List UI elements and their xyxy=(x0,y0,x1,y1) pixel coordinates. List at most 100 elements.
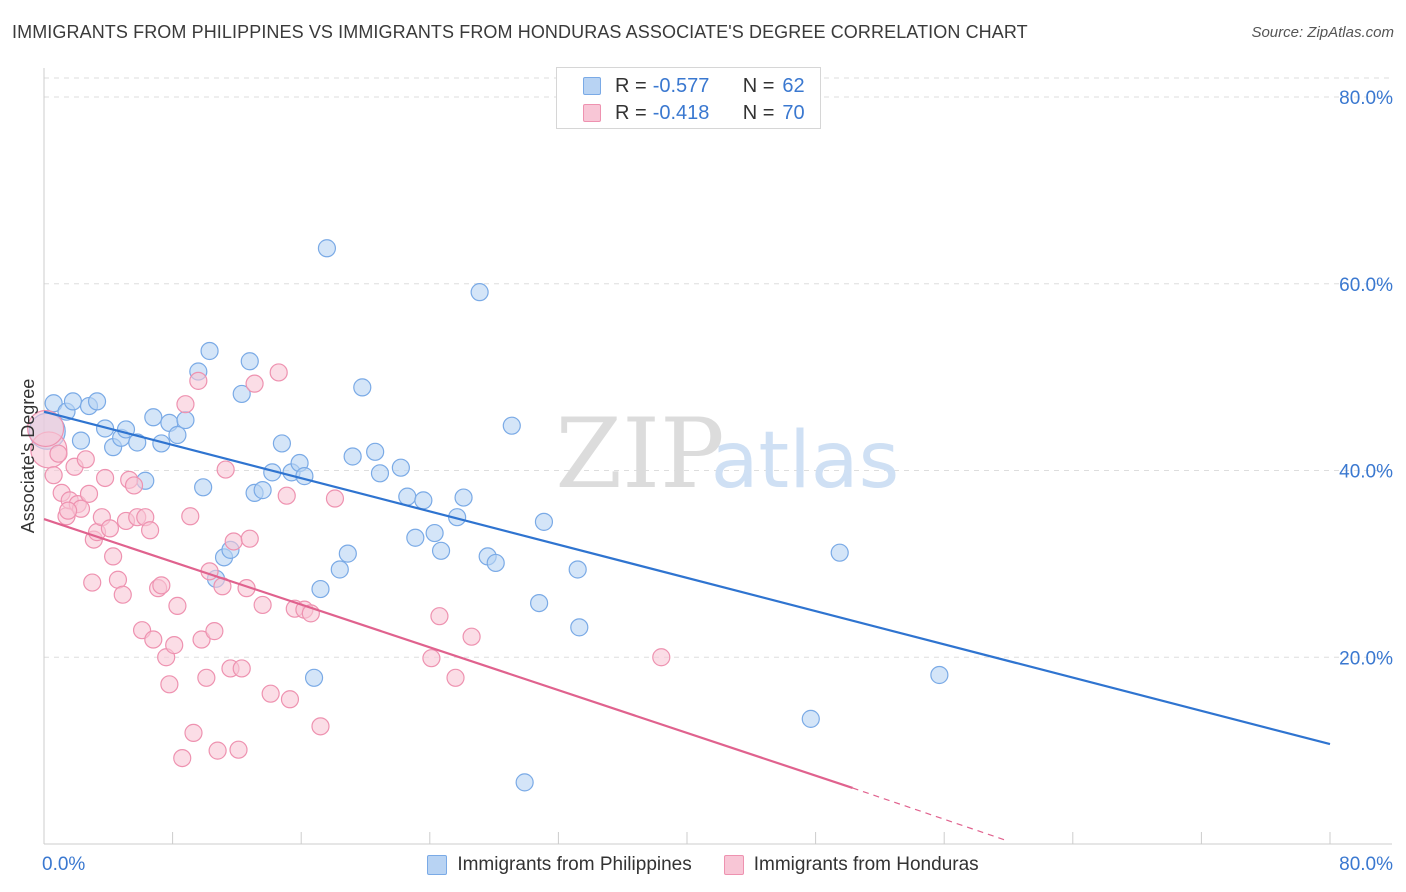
data-point-honduras xyxy=(277,486,296,505)
data-point-philippines xyxy=(63,392,83,411)
data-point-honduras xyxy=(168,596,187,615)
data-point-honduras xyxy=(95,468,115,488)
watermark-zip: ZIP xyxy=(555,398,724,510)
data-point-philippines xyxy=(431,541,451,560)
data-point-honduras xyxy=(652,648,671,667)
legend-label-philippines: Immigrants from Philippines xyxy=(457,854,692,875)
data-point-honduras xyxy=(446,668,465,687)
data-point-philippines xyxy=(502,416,521,435)
data-point-philippines xyxy=(272,434,292,453)
data-point-honduras xyxy=(165,636,184,655)
data-point-honduras xyxy=(59,501,78,520)
data-point-philippines xyxy=(176,410,195,430)
data-point-honduras xyxy=(240,529,259,548)
data-point-honduras xyxy=(152,576,171,595)
x-tick-label: 0.0% xyxy=(42,854,85,875)
data-point-philippines xyxy=(330,560,349,579)
data-point-honduras xyxy=(224,532,243,551)
data-point-philippines xyxy=(232,384,251,404)
points-layer xyxy=(27,239,949,792)
data-point-philippines xyxy=(414,491,433,510)
trend-line-extension-honduras xyxy=(852,787,1009,842)
data-point-philippines xyxy=(240,352,259,371)
trend-layer xyxy=(43,410,1331,842)
legend-r-label: R = xyxy=(615,101,647,124)
data-point-philippines xyxy=(338,544,357,563)
trend-line-honduras xyxy=(43,518,853,790)
data-point-honduras xyxy=(160,675,179,694)
data-point-honduras xyxy=(430,607,449,626)
data-point-philippines xyxy=(317,239,337,258)
legend-n-value: 70 xyxy=(782,101,805,124)
data-point-honduras xyxy=(144,630,163,649)
data-point-honduras xyxy=(422,649,441,668)
y-tick-label: 80.0% xyxy=(1339,88,1393,109)
data-point-honduras xyxy=(229,740,248,759)
data-point-philippines xyxy=(87,392,107,411)
data-point-philippines xyxy=(398,487,417,506)
data-point-philippines xyxy=(343,447,362,466)
data-point-philippines xyxy=(470,283,489,302)
data-point-honduras xyxy=(269,363,288,382)
data-point-philippines xyxy=(530,593,549,613)
data-point-philippines xyxy=(71,431,91,450)
data-point-philippines xyxy=(144,408,163,427)
y-tick-label: 40.0% xyxy=(1339,462,1393,483)
legend-item-philippines[interactable]: Immigrants from Philippines xyxy=(427,854,692,876)
legend-n-label: N = xyxy=(742,101,775,124)
legend-swatch-honduras xyxy=(723,855,744,875)
data-point-honduras xyxy=(76,450,95,469)
legend-swatch-honduras xyxy=(583,104,601,122)
data-point-philippines xyxy=(253,481,272,500)
legend-row-philippines: R = -0.577 N = 62 xyxy=(583,74,805,98)
data-point-philippines xyxy=(304,668,324,687)
legend-n-label: N = xyxy=(742,74,775,97)
data-point-honduras xyxy=(208,741,227,760)
data-point-honduras xyxy=(192,630,211,649)
data-point-philippines xyxy=(515,773,534,792)
data-point-honduras xyxy=(261,684,280,703)
data-point-philippines xyxy=(534,512,554,531)
legend-r-label: R = xyxy=(615,74,647,97)
data-point-philippines xyxy=(486,553,505,573)
data-point-honduras xyxy=(205,622,224,641)
legend-n-value: 62 xyxy=(782,74,805,97)
data-point-honduras xyxy=(232,659,251,678)
watermark: ZIP atlas xyxy=(555,398,899,510)
data-point-honduras xyxy=(104,547,123,566)
data-point-philippines xyxy=(128,433,147,452)
legend-r-value: -0.418 xyxy=(652,101,710,124)
data-point-philippines xyxy=(311,579,330,599)
data-point-philippines xyxy=(353,378,372,397)
data-point-philippines xyxy=(454,488,473,507)
data-point-honduras xyxy=(181,507,200,526)
data-point-honduras xyxy=(124,476,144,495)
data-point-honduras xyxy=(280,690,300,709)
legend-label-honduras: Immigrants from Honduras xyxy=(753,854,979,875)
chart-title: IMMIGRANTS FROM PHILIPPINES VS IMMIGRANT… xyxy=(12,22,1028,42)
y-tick-label: 20.0% xyxy=(1339,648,1393,669)
y-axis-title: Associate's Degree xyxy=(18,379,38,534)
watermark-atlas: atlas xyxy=(711,416,900,506)
x-tick-label: 80.0% xyxy=(1339,854,1393,875)
series-legend: Immigrants from Philippines Immigrants f… xyxy=(0,852,1406,878)
data-point-philippines xyxy=(406,528,425,547)
data-point-honduras xyxy=(325,489,345,508)
data-point-honduras xyxy=(462,627,481,646)
source-label: Source: ZipAtlas.com xyxy=(1251,24,1394,41)
data-point-honduras xyxy=(113,585,132,604)
data-point-honduras xyxy=(184,723,203,742)
stats-legend: R = -0.577 N = 62 R = -0.418 N = 70 xyxy=(556,67,821,129)
data-point-philippines xyxy=(930,665,949,685)
data-point-honduras xyxy=(83,573,102,592)
labels-layer: 20.0% 40.0% 60.0% 80.0% 0.0% 80.0% Associate's… xyxy=(18,88,1393,875)
legend-item-honduras[interactable]: Immigrants from Honduras xyxy=(723,854,979,876)
data-point-philippines xyxy=(200,341,219,361)
data-point-philippines xyxy=(168,425,187,445)
data-point-philippines xyxy=(570,618,589,637)
data-point-honduras xyxy=(173,748,192,768)
data-point-honduras xyxy=(100,519,120,538)
legend-swatch-philippines xyxy=(583,77,601,95)
legend-row-honduras: R = -0.418 N = 70 xyxy=(583,101,805,125)
data-point-honduras xyxy=(245,374,264,393)
